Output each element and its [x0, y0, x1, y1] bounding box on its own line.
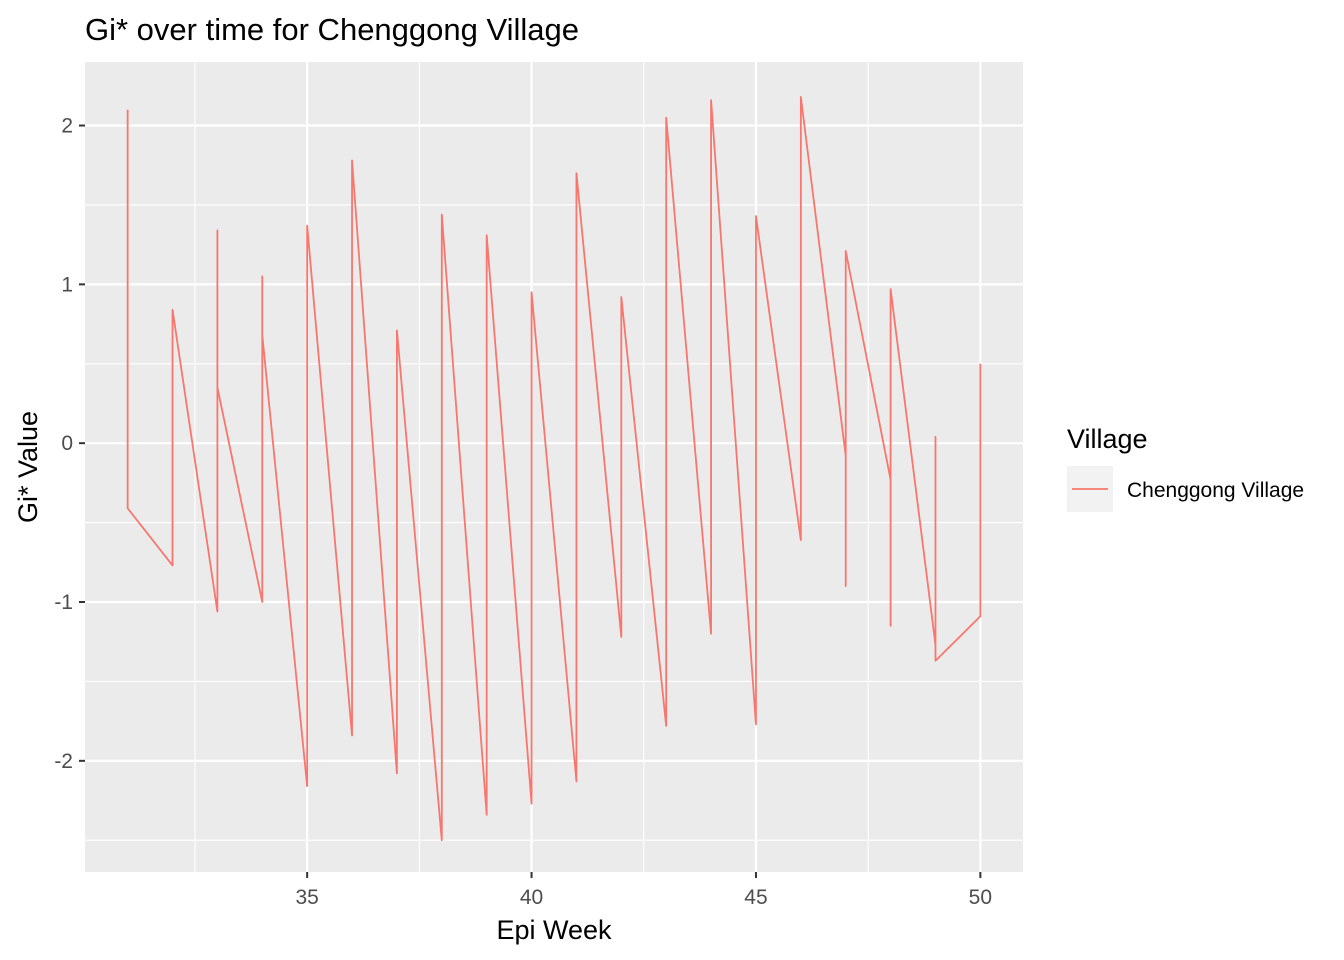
minor-gridlines: [85, 62, 1023, 872]
y-tick-label: 1: [61, 273, 73, 296]
x-axis-title: Epi Week: [496, 915, 612, 945]
legend-label: Chenggong Village: [1127, 479, 1304, 502]
y-axis-title: Gi* Value: [13, 411, 43, 523]
y-tick-label: 0: [61, 432, 73, 455]
y-tick-label: -1: [54, 591, 73, 614]
series-layer: [126, 96, 982, 842]
chart-title: Gi* over time for Chenggong Village: [85, 12, 579, 47]
y-tick-label: 2: [61, 115, 73, 138]
y-axis: -2 -1 0 1 2: [54, 115, 85, 773]
legend-title: Village: [1067, 424, 1148, 454]
plot-panel: [85, 62, 1023, 872]
legend: Village Chenggong Village: [1067, 424, 1304, 512]
x-tick-label: 45: [744, 886, 767, 909]
y-tick-label: -2: [54, 750, 73, 773]
x-axis: 35 40 45 50: [295, 872, 992, 909]
x-tick-label: 50: [969, 886, 992, 909]
x-tick-label: 40: [520, 886, 543, 909]
series-line: [126, 96, 982, 842]
x-tick-label: 35: [295, 886, 318, 909]
